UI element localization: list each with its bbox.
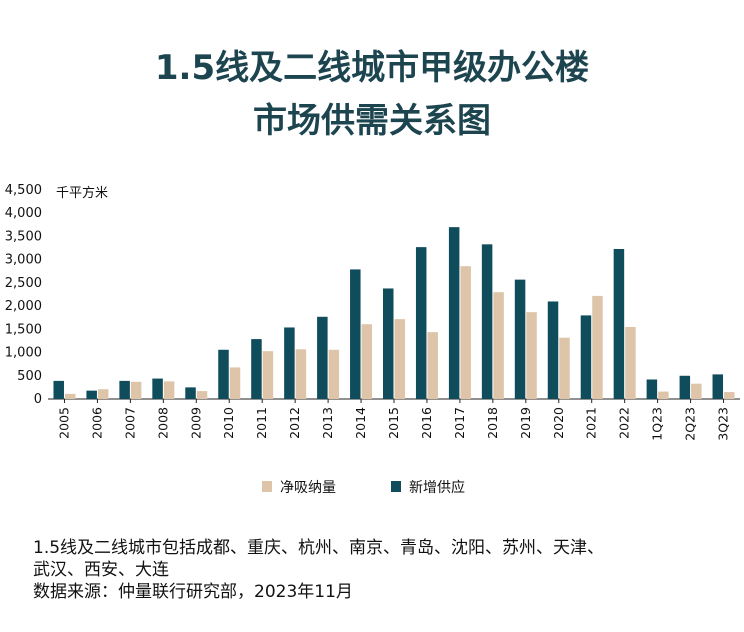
note-cities-line1: 1.5线及二线城市包括成都、重庆、杭州、南京、青岛、沈阳、苏州、天津、 [33,538,605,558]
legend-swatch-supply [391,481,401,492]
bar-absorption [163,381,175,399]
bar-supply [251,339,262,399]
note-cities-line2: 武汉、西安、大连 [33,560,169,580]
y-tick-label: 4,500 [5,183,42,198]
x-tick-label: 2022 [617,407,632,439]
bar-absorption [394,319,405,399]
bar-supply [86,390,97,399]
bar-supply [383,288,394,399]
bar-absorption [328,349,340,399]
y-tick-label: 1,000 [5,346,42,361]
x-tick-label: 2015 [386,407,401,439]
y-tick-label: 2,500 [5,276,42,291]
bar-absorption [97,389,109,399]
y-tick-label: 2,000 [5,299,42,314]
bar-absorption [130,381,142,399]
bar-absorption [262,351,274,399]
bar-supply [547,301,559,399]
bar-absorption [493,292,504,399]
x-tick-label: 2005 [56,407,71,439]
y-tick-label: 1,500 [5,322,42,337]
x-tick-label: 2016 [419,407,434,439]
bar-supply [580,315,592,399]
x-tick-label: 2008 [155,407,170,439]
bar-supply [53,380,64,399]
x-tick-label: 3Q23 [716,407,731,441]
legend-label-absorption: 净吸纳量 [280,480,336,496]
x-tick-label: 2009 [188,407,203,439]
y-axis-label: 千平方米 [56,185,108,201]
bar-absorption [64,393,76,399]
x-tick-label: 2017 [452,407,467,439]
bar-absorption [196,391,208,399]
x-tick-label: 1Q23 [650,407,665,441]
y-tick-label: 500 [17,369,42,384]
bar-supply [679,375,691,399]
x-tick-label: 2011 [254,407,269,439]
x-tick-label: 2019 [518,407,533,439]
bar-supply [646,379,658,399]
note-source: 数据来源：仲量联行研究部，2023年11月 [33,582,353,602]
bar-absorption [427,332,438,399]
y-tick-label: 3,000 [5,253,42,268]
bar-absorption [691,383,702,399]
chart-title-line1: 1.5线及二线城市甲级办公楼 [154,48,590,88]
bar-supply [350,269,361,399]
legend-label-supply: 新增供应 [409,479,465,496]
bar-supply [481,244,493,399]
bar-supply [119,380,130,399]
bar-supply [415,247,427,399]
bar-supply [284,327,295,399]
bar-absorption [559,337,570,399]
bar-supply [152,378,163,399]
bar-absorption [724,392,735,399]
bar-absorption [592,295,603,399]
x-tick-label: 2014 [353,407,368,439]
bar-supply [712,374,724,399]
bar-absorption [460,266,471,399]
x-tick-label: 2012 [287,407,302,439]
x-tick-label: 2Q23 [683,407,698,441]
x-tick-label: 2018 [485,407,500,439]
bar-absorption [229,367,241,399]
bar-supply [613,248,625,399]
x-tick-label: 2013 [320,407,335,439]
y-tick-label: 4,000 [5,206,42,221]
bar-chart: 千平方米 0 500 1,000 1,500 2,000 2,500 3,000 3,500 4,… [5,183,740,496]
y-tick-label: 3,500 [5,229,42,244]
bar-absorption [526,312,537,399]
x-tick-label: 2010 [221,407,236,439]
bar-supply [185,387,196,399]
bar-absorption [658,391,669,399]
bar-absorption [361,324,373,399]
x-tick-label: 2020 [551,407,566,439]
legend-swatch-absorption [262,481,272,492]
bar-supply [218,349,229,399]
chart-title-line2: 市场供需关系图 [253,101,491,141]
y-tick-label: 0 [34,392,42,407]
bar-supply [448,227,460,399]
x-tick-label: 2007 [122,407,137,439]
bar-absorption [625,327,636,399]
bar-supply [317,316,328,399]
x-tick-label: 2006 [89,407,104,439]
bar-supply [514,279,526,399]
x-tick-label: 2021 [584,407,599,439]
bar-absorption [295,349,307,399]
